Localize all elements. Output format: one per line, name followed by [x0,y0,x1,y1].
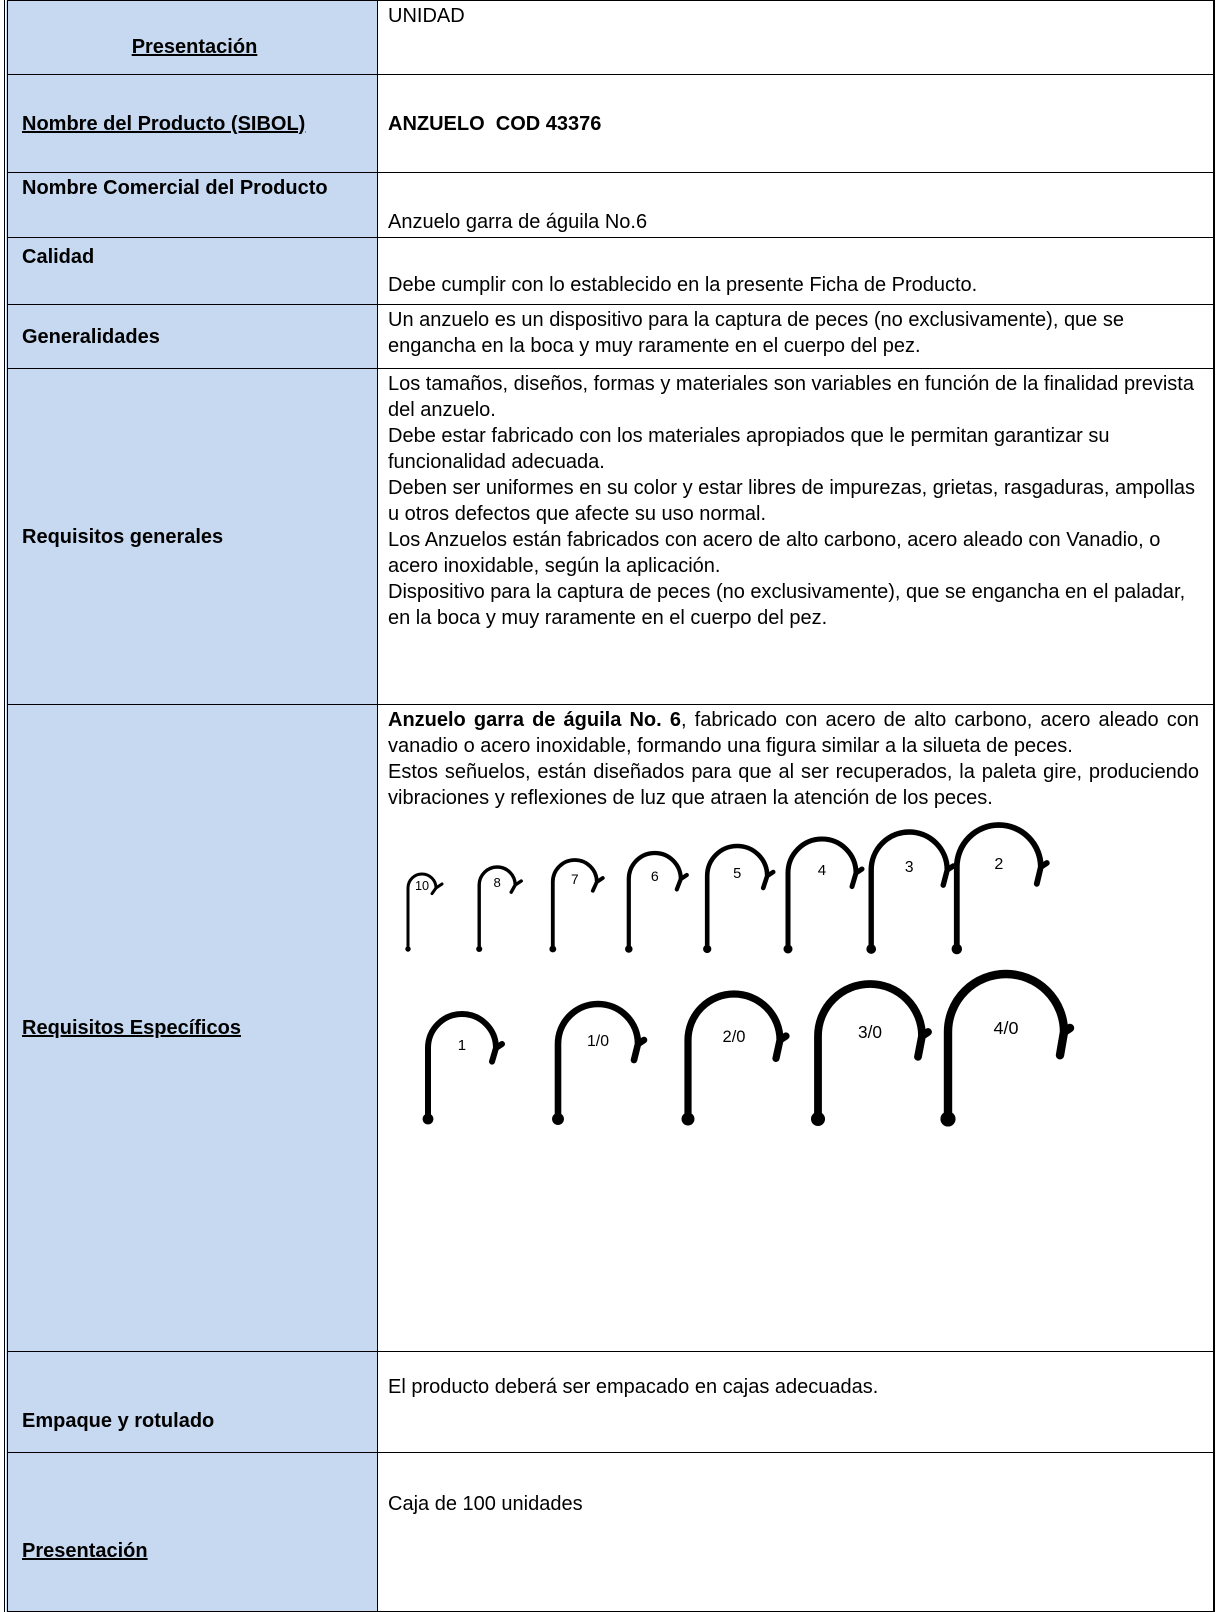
hook-eye [625,945,633,953]
label-cell: Generalidades [5,304,378,369]
label: Requisitos Específicos [22,1017,241,1039]
label-cell: Empaque y rotulado [5,1351,378,1453]
row: Requisitos generales Los tamaños, diseño… [5,368,1215,705]
hook-eye [783,944,793,954]
paragraph: Los Anzuelos están fabricados con acero … [388,529,1161,577]
value: El producto deberá ser empacado en cajas… [388,1376,879,1398]
label-cell: Requisitos generales [5,368,378,705]
hook-eye [552,1113,564,1125]
value: UNIDAD [388,5,465,27]
label-cell: Presentación [5,0,378,75]
hook-size: 6 [651,868,659,884]
bold-text: Anzuelo garra de águila No. 6 [388,709,681,731]
row: Nombre del Producto (SIBOL) ANZUELO COD … [5,74,1215,173]
value-cell: Debe cumplir con lo establecido en la pr… [377,237,1215,305]
row: Calidad Debe cumplir con lo establecido … [5,237,1215,305]
hook-size: 2/0 [723,1027,746,1046]
row: Nombre Comercial del Producto Anzuelo ga… [5,172,1215,238]
hook [477,865,523,951]
label: Presentación [131,36,258,58]
hook-size: 8 [494,875,501,890]
row: Requisitos Específicos Anzuelo garra de … [5,704,1215,1352]
hook [953,822,1050,952]
value: Caja de 100 unidades [388,1493,583,1515]
label: Empaque y rotulado [22,1410,215,1432]
hook-size: 3/0 [858,1022,882,1042]
hook-size: 5 [733,866,741,882]
hook-size: 1/0 [587,1033,609,1050]
value: Anzuelo garra de águila No.6 [388,211,648,233]
label: Nombre del Producto (SIBOL) [22,112,306,135]
value-cell: ANZUELO COD 43376 [377,74,1215,173]
row: Generalidades Un anzuelo es un dispositi… [5,304,1215,369]
paragraph: Los tamaños, diseños, formas y materiale… [388,373,1194,421]
paragraph: Debe estar fabricado con los materiales … [388,425,1110,473]
value-cell: UNIDAD [377,0,1215,75]
paragraph: Deben ser uniformes en su color y estar … [388,477,1196,525]
label: Presentación [22,1540,148,1562]
hook-size: 4 [818,862,826,879]
paragraph: Dispositivo para la captura de peces (no… [388,581,1186,629]
label-cell: Presentación [5,1452,378,1612]
hook-size: 2 [994,855,1003,873]
product-sheet: Presentación UNIDAD Nombre del Producto … [4,0,1215,1612]
hook-size: 7 [571,872,579,887]
value-cell: Anzuelo garra de águila No. 6, fabricado… [377,704,1215,1352]
row: Presentación UNIDAD [5,0,1215,75]
value: Debe cumplir con lo establecido en la pr… [388,274,978,296]
hook-eye [810,1111,826,1127]
hook [943,969,1075,1124]
label: Requisitos generales [22,525,224,548]
label-cell: Calidad [5,237,378,305]
hook-eye [681,1112,695,1126]
hook [704,843,776,952]
hook-eye [422,1113,434,1125]
value: Un anzuelo es un dispositivo para la cap… [388,309,1124,357]
hook [785,836,865,952]
value-cell: Caja de 100 unidades [377,1452,1215,1612]
hook-size: 10 [415,879,429,893]
hook-figure: 10 8 7 6 5 4 3 2 1 1/0 2/0 3/0 4/0 [405,822,1075,1127]
hook-eye [703,944,712,954]
hook-eye [951,943,963,955]
row: Presentación Caja de 100 unidades [5,1452,1215,1612]
label: Calidad [22,246,95,268]
label-cell: Nombre Comercial del Producto [5,172,378,238]
hook-eye [940,1111,956,1127]
hook-eye [549,945,557,953]
hook-size: 3 [905,859,914,876]
hook [425,1011,505,1122]
label: Generalidades [22,325,160,348]
label-cell: Requisitos Específicos [5,704,378,1352]
row: Empaque y rotulado El producto deberá se… [5,1351,1215,1453]
paragraph: Estos señuelos, están diseñados para que… [388,761,1199,809]
value-cell: Un anzuelo es un dispositivo para la cap… [377,304,1215,369]
value: ANZUELO COD 43376 [388,112,602,135]
value-cell: Anzuelo garra de águila No.6 [377,172,1215,238]
hook-size: 1 [458,1037,466,1054]
hook [868,829,956,952]
hook [684,990,790,1123]
value-cell: Los tamaños, diseños, formas y materiale… [377,368,1215,705]
hook-eye [866,944,877,954]
hook [554,1000,648,1123]
hook-size: 4/0 [994,1018,1019,1038]
hook-eye [476,945,483,953]
label-cell: Nombre del Producto (SIBOL) [5,74,378,173]
label: Nombre Comercial del Producto [22,177,328,199]
hook-eye [405,946,411,952]
value-cell: El producto deberá ser empacado en cajas… [377,1351,1215,1453]
hook [406,872,444,951]
hook [550,858,605,951]
paragraph: Anzuelo garra de águila No. 6, fabricado… [388,707,1199,759]
hook [626,850,689,952]
value: , fabricado con acero de alto carbono, a… [388,709,1200,757]
hook [814,980,932,1123]
